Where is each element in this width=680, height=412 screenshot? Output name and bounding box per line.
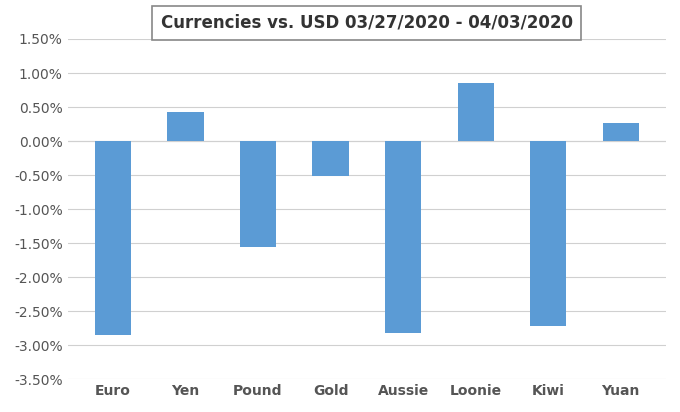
Title: Currencies vs. USD 03/27/2020 - 04/03/2020: Currencies vs. USD 03/27/2020 - 04/03/20… <box>160 14 573 32</box>
Bar <box>385 141 421 333</box>
Bar <box>312 141 349 176</box>
Bar <box>95 141 131 335</box>
Bar <box>167 112 203 141</box>
Bar <box>530 141 566 326</box>
Bar <box>240 141 276 246</box>
Bar <box>458 83 494 141</box>
Bar <box>602 123 639 141</box>
